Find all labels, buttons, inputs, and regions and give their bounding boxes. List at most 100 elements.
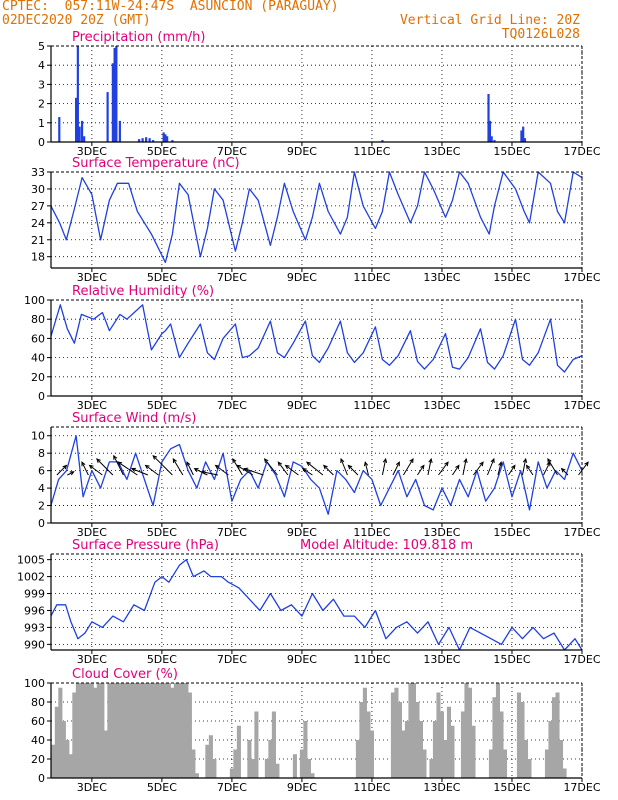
temperature-ytick-label: 33	[31, 166, 45, 179]
cloud-cover-bar	[149, 683, 154, 778]
temperature-ytick-label: 18	[31, 251, 45, 264]
wind-arrow-shaft	[186, 461, 194, 476]
cloud-cover-bar	[100, 683, 105, 778]
wind-arrow-head	[306, 461, 311, 467]
wind-arrow-shaft	[302, 468, 313, 476]
wind-arrow-shaft	[392, 461, 400, 476]
cloud-cover-bar	[170, 687, 175, 778]
wind-arrow-head	[382, 457, 388, 463]
wind-xtick-label: 17DEC	[563, 526, 600, 539]
wind-arrow-shaft	[347, 465, 359, 476]
precipitation-bar	[162, 132, 165, 142]
cloud-cover-bar	[142, 683, 147, 778]
cloud-cover-bar	[96, 683, 101, 778]
cloud-cover-bar	[194, 773, 199, 778]
cloud-cover-bar	[432, 721, 438, 778]
cloud-cover-bar	[114, 683, 119, 778]
cloud-cover-bar	[250, 759, 255, 778]
pressure-ytick-label: 999	[24, 588, 45, 601]
pressure-ytick-label: 1005	[17, 554, 45, 567]
cloud-cover-bar	[131, 683, 136, 778]
wind-xtick-label: 5DEC	[147, 526, 177, 539]
wind-arrow-head	[152, 454, 158, 460]
pressure-ytick-label: 1002	[17, 571, 45, 584]
precipitation-bar	[78, 126, 81, 142]
wind-arrow-shaft	[438, 461, 449, 476]
cloud-cover-bar	[562, 768, 567, 778]
wind-arrow-head	[284, 464, 290, 470]
wind-ytick-label: 8	[38, 447, 45, 460]
wind-arrow-shaft	[521, 458, 527, 476]
wind-arrow-head	[363, 461, 369, 467]
temperature-ytick-label: 27	[31, 200, 45, 213]
cloud-cover-bar	[555, 692, 560, 778]
wind-arrow-head	[347, 464, 353, 470]
cloud-cover-bar	[187, 692, 192, 778]
wind-ytick-label: 10	[31, 430, 45, 443]
cloud-cover-bar	[65, 740, 70, 778]
pressure-ytick-label: 990	[24, 638, 45, 651]
wind-arrow-head	[193, 468, 199, 473]
cloud-cover-bar	[229, 768, 234, 778]
cloud-cover-bar	[128, 683, 133, 778]
pressure-ytick-label: 993	[24, 621, 45, 634]
cloud-cover-bar	[369, 730, 374, 778]
precipitation-bar	[148, 138, 151, 142]
temperature-ytick-label: 21	[31, 234, 45, 247]
wind-arrow-shaft	[543, 461, 551, 476]
wind-arrow-shaft	[131, 468, 149, 476]
cloud-cover-bar	[107, 683, 112, 778]
wind-panel-title: Surface Wind (m/s)	[72, 411, 196, 426]
vertical-grid-note: Vertical Grid Line: 20Z	[399, 13, 580, 28]
wind-arrow-head	[428, 457, 433, 463]
wind-arrow-shaft	[56, 465, 67, 476]
wind-arrow-head	[214, 464, 220, 470]
cloud-cover-bar	[121, 683, 126, 778]
temperature-xtick-label: 3DEC	[77, 271, 107, 284]
wind-arrow-head	[525, 464, 531, 470]
wind-arrow-head	[455, 464, 460, 470]
cloud-cover-bar	[460, 711, 466, 778]
pressure-series-line	[50, 558, 583, 651]
wind-arrow-shaft	[452, 465, 460, 476]
humidity-ytick-label: 100	[24, 294, 45, 307]
humidity-ytick-label: 20	[31, 371, 45, 384]
wind-arrow-shaft	[172, 458, 184, 476]
humidity-ytick-label: 80	[31, 313, 45, 326]
wind-ytick-label: 2	[38, 500, 45, 513]
wind-arrow-shaft	[145, 464, 159, 476]
humidity-ytick-label: 40	[31, 352, 45, 365]
wind-arrow-head	[323, 464, 328, 470]
cloud-cover-xtick-label: 7DEC	[217, 781, 247, 794]
temperature-xtick-label: 9DEC	[287, 271, 317, 284]
wind-xtick-label: 7DEC	[217, 526, 247, 539]
wind-arrow-head	[263, 458, 269, 464]
cloud-cover-bar	[464, 683, 469, 778]
precipitation-bar	[488, 120, 492, 142]
precipitation-bar	[152, 140, 155, 142]
run-datetime: 02DEC2020 20Z (GMT)	[2, 13, 151, 28]
temperature-xtick-label: 7DEC	[217, 271, 247, 284]
humidity-ytick-label: 0	[38, 390, 45, 403]
wind-arrow-shaft	[381, 458, 387, 476]
cloud-cover-bar	[397, 702, 402, 778]
wind-arrow-shaft	[244, 468, 264, 476]
cloud-cover-bar	[467, 687, 473, 778]
cloud-cover-bar	[450, 725, 455, 778]
precipitation-xtick-label: 9DEC	[287, 145, 317, 158]
cloud-cover-bar	[51, 744, 56, 778]
wind-arrow-shaft	[526, 465, 534, 476]
cloud-cover-bar	[180, 683, 185, 778]
wind-arrow-shaft	[547, 458, 558, 476]
humidity-xtick-label: 9DEC	[287, 399, 317, 412]
cloud-cover-bar	[268, 740, 273, 778]
cloud-cover-bar	[89, 683, 94, 778]
cloud-cover-bar	[208, 735, 213, 778]
cloud-cover-bar	[292, 754, 297, 778]
precipitation-bar	[145, 137, 148, 142]
precipitation-ytick-label: 4	[38, 59, 45, 72]
cloud-cover-bar	[443, 740, 448, 778]
cloud-cover-bar	[163, 683, 168, 778]
cloud-cover-bar	[310, 773, 315, 778]
